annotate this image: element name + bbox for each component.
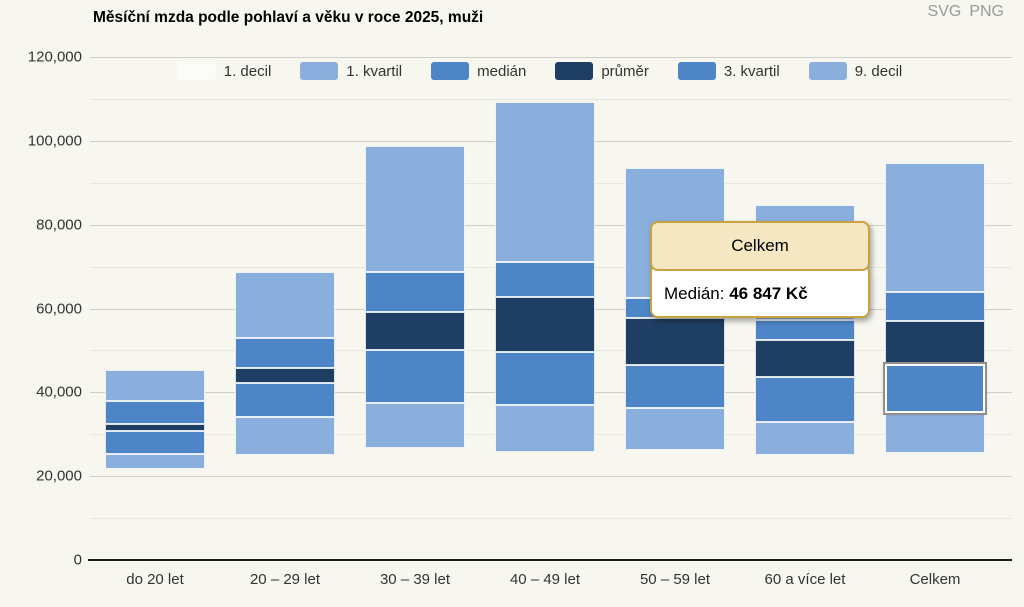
bar-segment-prumer[interactable] — [495, 296, 595, 352]
bar-segment-9-decil[interactable] — [105, 370, 205, 401]
legend-item-pr-m-r[interactable]: průměr — [555, 62, 649, 80]
y-tick-label: 100,000 — [27, 132, 82, 150]
y-tick-label: 0 — [73, 551, 82, 569]
legend: 1. decil 1. kvartil medián průměr 3. kvartil… — [90, 62, 990, 80]
tooltip-title: Celkem — [650, 221, 870, 271]
x-category-label: 60 a více let — [764, 571, 846, 588]
bar-segment-3-kvartil[interactable] — [755, 319, 855, 340]
legend-label: 9. decil — [854, 62, 903, 80]
minor-gridline — [90, 518, 1012, 520]
legend-label: 3. kvartil — [723, 62, 780, 80]
bar-segment-median[interactable] — [625, 365, 725, 409]
minor-gridline — [90, 98, 1012, 100]
legend-item-medi-n[interactable]: medián — [431, 62, 526, 80]
bar-segment-3-kvartil[interactable] — [885, 291, 985, 322]
bar-segment-prumer[interactable] — [235, 367, 335, 384]
bar-segment-prumer[interactable] — [105, 424, 205, 431]
bar-segment-median[interactable] — [105, 430, 205, 454]
legend-swatch-icon — [677, 62, 716, 80]
x-category-label: 30 – 39 let — [379, 571, 451, 588]
bar-segment-prumer[interactable] — [625, 318, 725, 366]
legend-swatch-icon — [300, 62, 339, 80]
bar-segment-3-kvartil[interactable] — [365, 271, 465, 312]
x-category-label: Celkem — [909, 571, 961, 588]
tooltip-body: Medián: 46 847 Kč — [650, 264, 870, 318]
tooltip-value: 46 847 Kč — [729, 284, 808, 303]
legend-item-3-kvartil[interactable]: 3. kvartil — [677, 62, 780, 80]
bar-segment-3-kvartil[interactable] — [105, 400, 205, 425]
chart-title: Měsíční mzda podle pohlaví a věku v roce… — [93, 9, 484, 26]
bar-segment-1-kvartil[interactable] — [885, 413, 985, 454]
legend-label: 1. kvartil — [346, 62, 403, 80]
y-tick-label: 40,000 — [36, 383, 82, 401]
bar-segment-9-decil[interactable] — [495, 101, 595, 262]
legend-swatch-icon — [555, 62, 594, 80]
bar-segment-prumer[interactable] — [755, 339, 855, 377]
major-gridline — [90, 57, 1012, 58]
bar-segment-median[interactable] — [755, 376, 855, 422]
y-tick-label: 120,000 — [27, 48, 82, 66]
y-tick-label: 60,000 — [36, 300, 82, 317]
bar-segment-prumer[interactable] — [365, 311, 465, 351]
major-gridline — [90, 476, 1012, 478]
export-png-link[interactable]: PNG — [969, 3, 1004, 20]
legend-label: medián — [477, 62, 527, 80]
legend-swatch-icon — [177, 62, 216, 80]
y-tick-label: 20,000 — [36, 467, 82, 485]
x-category-label: do 20 let — [126, 571, 184, 588]
legend-item-1-kvartil[interactable]: 1. kvartil — [300, 62, 402, 80]
bar-segment-3-kvartil[interactable] — [495, 261, 595, 297]
x-axis-line — [88, 559, 1012, 561]
bar-segment-9-decil[interactable] — [885, 163, 985, 292]
y-tick-label: 80,000 — [36, 216, 82, 234]
bar-segment-1-kvartil[interactable] — [495, 404, 595, 452]
tooltip-label: Medián: — [664, 284, 730, 303]
bar-segment-prumer[interactable] — [885, 321, 985, 364]
bar-segment-median[interactable] — [495, 351, 595, 405]
bar-segment-median[interactable] — [235, 383, 335, 418]
legend-item-1-decil[interactable]: 1. decil — [177, 62, 272, 80]
bar-segment-median[interactable] — [883, 361, 987, 416]
bar-segment-9-decil[interactable] — [365, 145, 465, 272]
x-category-label: 50 – 59 let — [639, 571, 711, 588]
bar-segment-1-kvartil[interactable] — [105, 453, 205, 470]
x-category-label: 20 – 29 let — [249, 571, 321, 588]
legend-swatch-icon — [431, 62, 470, 80]
legend-item-9-decil[interactable]: 9. decil — [808, 62, 903, 80]
tooltip: Celkem Medián: 46 847 Kč — [650, 221, 870, 318]
export-svg-link[interactable]: SVG — [927, 3, 962, 20]
legend-label: 1. decil — [223, 62, 272, 80]
legend-swatch-icon — [808, 62, 847, 80]
bar-segment-median[interactable] — [365, 350, 465, 404]
x-category-label: 40 – 49 let — [509, 571, 581, 588]
bar-segment-9-decil[interactable] — [235, 271, 335, 338]
bar-segment-1-kvartil[interactable] — [625, 408, 725, 451]
bar-segment-1-kvartil[interactable] — [235, 417, 335, 456]
bar-segment-1-kvartil[interactable] — [365, 403, 465, 449]
bar-segment-3-kvartil[interactable] — [235, 337, 335, 368]
legend-label: průměr — [601, 62, 649, 80]
export-links: SVG PNG — [928, 3, 1004, 21]
bar-segment-1-kvartil[interactable] — [755, 421, 855, 456]
